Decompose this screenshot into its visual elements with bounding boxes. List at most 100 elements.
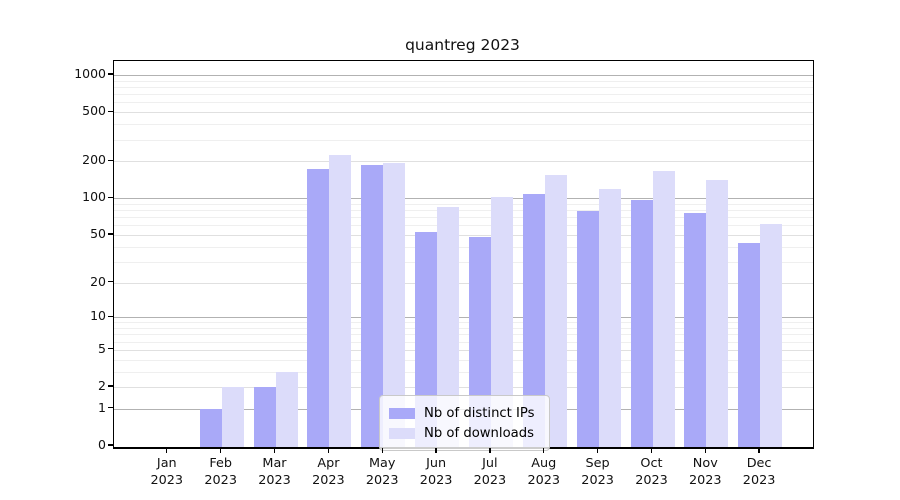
y-tick-mark-0 <box>108 444 113 446</box>
x-tick-label-may: May 2023 <box>365 456 399 488</box>
y-tick-label-10: 10 <box>90 308 106 324</box>
y-tick-label-5: 5 <box>98 340 106 356</box>
x-tick-mark-jun <box>435 448 437 453</box>
bar-downloads-may <box>383 162 406 447</box>
x-tick-mark-sep <box>596 448 599 453</box>
bar-downloads-sep <box>598 189 621 447</box>
y-tick-mark-1000 <box>108 73 113 75</box>
x-tick-label-sep: Sep 2023 <box>581 456 614 488</box>
x-tick-label-mar: Mar 2023 <box>258 456 291 488</box>
y-tick-mark-500 <box>108 110 113 112</box>
x-tick-mark-nov <box>704 448 706 453</box>
bar-ips-aug <box>522 194 545 447</box>
gridline-5 <box>114 349 813 351</box>
bar-downloads-jun <box>437 206 460 447</box>
bar-ips-sep <box>576 211 599 447</box>
x-tick-mark-feb <box>220 448 222 453</box>
gridline-80 <box>114 210 813 211</box>
gridline-9 <box>114 322 813 324</box>
bar-downloads-feb <box>221 387 244 447</box>
bar-downloads-aug <box>544 175 567 447</box>
bar-downloads-dec <box>760 223 783 447</box>
y-tick-mark-1 <box>108 407 113 409</box>
x-tick-mark-apr <box>327 448 330 453</box>
gridline-500 <box>114 112 813 114</box>
x-tick-label-nov: Nov 2023 <box>689 456 722 488</box>
legend-swatch-distinct-ips <box>389 407 415 419</box>
y-tick-label-2: 2 <box>98 378 106 393</box>
y-tick-mark-50 <box>108 233 113 235</box>
gridline-600 <box>114 102 813 104</box>
bar-ips-oct <box>630 199 653 447</box>
gridline-50 <box>114 234 813 236</box>
gridline-8 <box>114 328 813 329</box>
x-tick-label-jan: Jan 2023 <box>150 456 184 488</box>
gridline-70 <box>114 217 813 219</box>
legend-swatch-downloads <box>389 427 415 439</box>
bar-ips-feb <box>199 408 222 447</box>
y-tick-label-500: 500 <box>82 103 106 119</box>
gridline-100 <box>114 198 813 200</box>
legend: Nb of distinct IPs Nb of downloads <box>379 395 550 451</box>
gridline-700 <box>114 94 813 96</box>
bar-ips-jun <box>415 231 438 447</box>
bar-downloads-apr <box>329 154 352 447</box>
x-tick-mark-dec <box>758 448 760 453</box>
x-tick-mark-may <box>381 448 383 453</box>
bar-ips-nov <box>684 212 707 447</box>
gridline-10 <box>114 317 813 319</box>
x-tick-mark-oct <box>650 448 653 453</box>
x-tick-label-jul: Jul 2023 <box>473 456 507 488</box>
gridline-60 <box>114 225 813 227</box>
y-tick-mark-20 <box>108 280 113 283</box>
legend-label-downloads: Nb of downloads <box>424 425 534 441</box>
y-tick-mark-2 <box>108 385 113 387</box>
gridline-300 <box>114 139 813 141</box>
gridline-1000 <box>114 75 813 76</box>
bar-ips-dec <box>738 242 761 447</box>
x-tick-label-feb: Feb 2023 <box>204 456 237 488</box>
gridline-2 <box>114 387 813 388</box>
bar-ips-may <box>361 165 384 447</box>
y-tick-label-100: 100 <box>82 189 106 205</box>
gridline-3 <box>114 371 813 373</box>
bar-downloads-oct <box>652 171 675 447</box>
bar-downloads-jul <box>490 196 513 447</box>
y-tick-label-50: 50 <box>90 225 106 241</box>
x-tick-mark-aug <box>543 448 545 453</box>
x-tick-mark-jul <box>489 448 491 453</box>
gridline-7 <box>114 334 813 336</box>
bar-downloads-mar <box>275 371 298 447</box>
y-tick-mark-5 <box>108 348 113 350</box>
x-tick-mark-jan <box>166 448 168 453</box>
gridline-900 <box>114 80 813 82</box>
bar-ips-apr <box>307 168 330 447</box>
bar-ips-mar <box>253 387 276 447</box>
gridline-200 <box>114 161 813 163</box>
x-tick-label-aug: Aug 2023 <box>527 456 561 488</box>
x-tick-label-oct: Oct 2023 <box>635 456 668 488</box>
x-tick-label-apr: Apr 2023 <box>312 456 345 488</box>
x-tick-label-dec: Dec 2023 <box>742 456 776 488</box>
y-tick-label-1: 1 <box>98 399 106 415</box>
y-tick-label-1000: 1000 <box>74 66 106 81</box>
y-tick-mark-100 <box>108 196 113 198</box>
y-tick-mark-200 <box>108 159 113 161</box>
gridline-6 <box>114 341 813 343</box>
bar-downloads-nov <box>706 179 729 447</box>
gridline-30 <box>114 261 813 263</box>
plot-area: Nb of distinct IPs Nb of downloads <box>113 60 814 451</box>
y-tick-label-20: 20 <box>90 273 106 289</box>
legend-label-distinct-ips: Nb of distinct IPs <box>424 405 535 421</box>
bar-ips-jul <box>468 237 491 447</box>
x-tick-label-jun: Jun 2023 <box>419 456 453 488</box>
gridline-20 <box>114 282 813 284</box>
gridline-800 <box>114 87 813 88</box>
gridline-400 <box>114 124 813 126</box>
legend-row-downloads: Nb of downloads <box>389 423 541 443</box>
gridline-40 <box>114 246 813 248</box>
x-tick-mark-mar <box>273 448 276 453</box>
chart-title: quantreg 2023 <box>405 36 520 54</box>
gridline-4 <box>114 359 813 361</box>
